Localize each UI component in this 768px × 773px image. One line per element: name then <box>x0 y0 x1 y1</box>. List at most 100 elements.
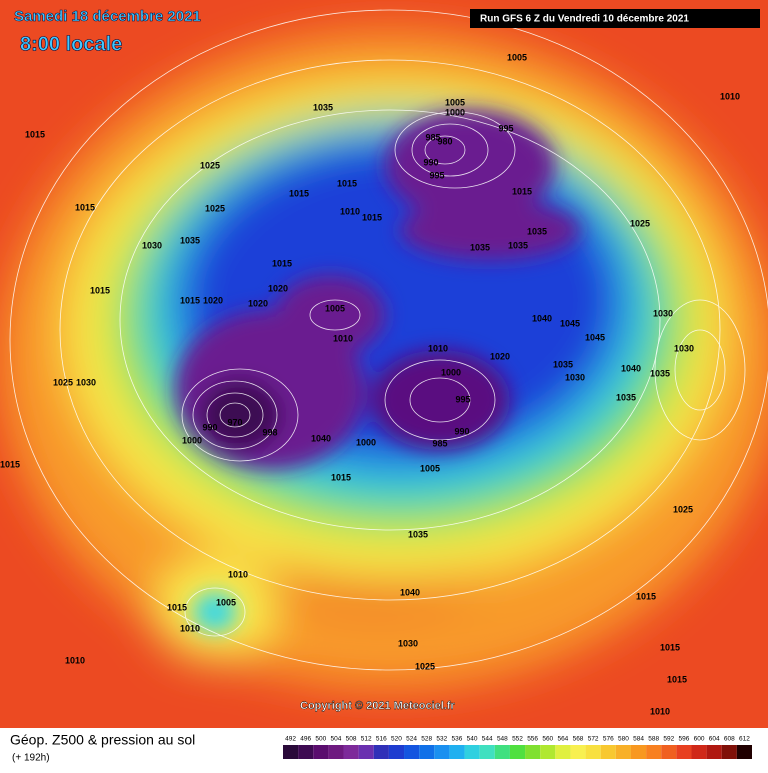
colorbar-label: 520 <box>391 736 402 743</box>
isobar-label: 1015 <box>0 459 20 469</box>
isobar-label: 1010 <box>180 623 200 633</box>
colorbar-cell <box>555 745 571 759</box>
colorbar-cell <box>434 745 450 759</box>
isobar-label: 1020 <box>268 283 288 293</box>
isobar-label: 980 <box>437 136 452 146</box>
lead-time: (+ 192h) <box>12 753 50 764</box>
isobar-label: 1030 <box>142 240 162 250</box>
colorbar-cell <box>661 745 677 759</box>
colorbar-cell <box>479 745 495 759</box>
isobar-label: 995 <box>498 123 513 133</box>
isobar-label: 1010 <box>650 706 670 716</box>
isobar-label: 1015 <box>337 178 357 188</box>
low-heights <box>175 110 580 632</box>
isobar-label: 1000 <box>441 367 461 377</box>
colorbar-cell <box>540 745 556 759</box>
colorbar-cell <box>736 745 752 759</box>
colorbar-cell <box>600 745 616 759</box>
colorbar-label: 608 <box>724 736 735 743</box>
isobar-label: 1015 <box>667 674 687 684</box>
colorbar-label: 524 <box>406 736 417 743</box>
colorbar-label: 548 <box>497 736 508 743</box>
colorbar-cell <box>525 745 541 759</box>
colorbar-label: 544 <box>482 736 493 743</box>
isobar-label: 1015 <box>331 472 351 482</box>
isobar-label: 1005 <box>420 463 440 473</box>
isobar-label: 1035 <box>650 368 670 378</box>
isobar-label: 1025 <box>630 218 650 228</box>
isobar-label: 1015 <box>660 642 680 652</box>
isobar-label: 995 <box>429 170 444 180</box>
isobar-label: 1030 <box>653 308 673 318</box>
colorbar-label: 584 <box>633 736 644 743</box>
local-time: 8:00 locale <box>20 33 122 55</box>
isobar-label: 1000 <box>445 107 465 117</box>
colorbar-cell <box>585 745 601 759</box>
isobar-label: 1045 <box>585 332 605 342</box>
isobar-label: 1025 <box>53 377 73 387</box>
colorbar-label: 592 <box>663 736 674 743</box>
colorbar-cell <box>721 745 737 759</box>
isobar-label: 995 <box>455 394 470 404</box>
isobar-label: 1010 <box>65 655 85 665</box>
isobar-label: 1035 <box>180 235 200 245</box>
isobar-label: 985 <box>432 438 447 448</box>
isobar-label: 1040 <box>532 313 552 323</box>
isobar-label: 1020 <box>248 298 268 308</box>
colorbar: 492 496 500 504 508 512 516 520 524 528 532 536 540 5… <box>283 736 752 759</box>
isobar-label: 1010 <box>428 343 448 353</box>
product-name: Géop. Z500 & pression au sol <box>10 732 195 748</box>
isobar-label: 1010 <box>340 206 360 216</box>
isobar-label: 1025 <box>200 160 220 170</box>
colorbar-cell <box>646 745 662 759</box>
isobar-label: 1010 <box>720 91 740 101</box>
colorbar-cell <box>298 745 314 759</box>
isobar-label: 985 <box>425 132 440 142</box>
isobar-label: 990 <box>454 426 469 436</box>
colorbar-label: 600 <box>694 736 705 743</box>
colorbar-label: 492 <box>285 736 296 743</box>
isobar-label: 1015 <box>512 186 532 196</box>
isobar-label: 1035 <box>553 359 573 369</box>
colorbar-label: 604 <box>709 736 720 743</box>
isobar-label: 1005 <box>325 303 345 313</box>
isobars <box>9 9 768 671</box>
colorbar-label: 556 <box>527 736 538 743</box>
colorbar-cell <box>283 745 299 759</box>
colorbar-cell <box>630 745 647 759</box>
colorbar-label: 596 <box>678 736 689 743</box>
isobar-label: 1015 <box>180 295 200 305</box>
colorbar-cell <box>343 745 359 759</box>
isobar-label: 1035 <box>470 242 490 252</box>
isobar-label: 990 <box>202 422 217 432</box>
isobar-label: 1035 <box>313 102 333 112</box>
colorbar-label: 532 <box>436 736 447 743</box>
copyright: Copyright © 2021 Meteociel.fr <box>300 700 456 712</box>
isobar-label: 1040 <box>311 433 331 443</box>
colorbar-cell <box>509 745 526 759</box>
colorbar-label: 588 <box>648 736 659 743</box>
isobar-label: 1000 <box>182 435 202 445</box>
colorbar-label: 612 <box>739 736 750 743</box>
isobar-label: 1005 <box>507 52 527 62</box>
isobar-label: 1015 <box>75 202 95 212</box>
colorbar-cell <box>570 745 586 759</box>
isobar-label: 1015 <box>272 258 292 268</box>
colorbar-label: 500 <box>315 736 326 743</box>
colorbar-cell <box>388 745 405 759</box>
colorbar-cell <box>358 745 374 759</box>
colorbar-label: 540 <box>467 736 478 743</box>
colorbar-label: 508 <box>346 736 357 743</box>
colorbar-label: 536 <box>452 736 463 743</box>
colorbar-label: 528 <box>421 736 432 743</box>
colorbar-cell <box>676 745 692 759</box>
isobar-label: 990 <box>423 157 438 167</box>
isobar-labels: 1005 1010 1015 1035 1025 1015 1025 1030 1035 1015… <box>0 52 740 716</box>
colorbar-cell <box>404 745 420 759</box>
colorbar-cell <box>328 745 344 759</box>
colorbar-label: 568 <box>573 736 584 743</box>
isobar-label: 1020 <box>203 295 223 305</box>
colorbar-cell <box>706 745 722 759</box>
isobar-label: 1025 <box>415 661 435 671</box>
isobar-label: 970 <box>227 417 242 427</box>
